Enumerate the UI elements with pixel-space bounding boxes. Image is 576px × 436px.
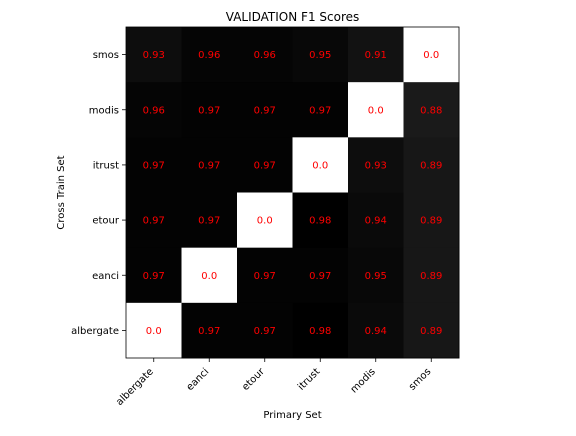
heatmap-cell-etour-smos xyxy=(403,192,460,249)
cell-value-label: 0.89 xyxy=(420,326,442,337)
heatmap-cell-etour-itrust xyxy=(292,192,349,249)
heatmap-cell-smos-albergate xyxy=(126,27,182,83)
heatmap-cells xyxy=(126,27,460,359)
heatmap-cell-albergate-etour xyxy=(237,302,293,359)
heatmap-cell-itrust-etour xyxy=(237,137,293,193)
cell-value-label: 0.93 xyxy=(365,160,387,171)
heatmap-cell-modis-eanci xyxy=(181,82,238,138)
cell-value-label: 0.94 xyxy=(365,216,387,227)
heatmap-cell-modis-smos xyxy=(403,82,460,138)
heatmap-cell-itrust-eanci xyxy=(181,137,238,193)
x-axis-ticks: albergate eanci etour itrust modis smos xyxy=(114,358,433,408)
heatmap-cell-modis-itrust xyxy=(292,82,349,138)
cell-value-label: 0.93 xyxy=(143,50,165,61)
x-axis-label: Primary Set xyxy=(263,410,321,421)
x-tick-label-modis: modis xyxy=(349,366,378,395)
heatmap-cell-modis-modis xyxy=(348,82,404,138)
cell-value-label: 0.98 xyxy=(309,326,331,337)
y-tick-label-itrust: itrust xyxy=(93,160,119,171)
heatmap-cell-eanci-albergate xyxy=(126,247,182,304)
cell-value-label: 0.98 xyxy=(309,216,331,227)
cell-value-label: 0.97 xyxy=(198,216,220,227)
heatmap-cell-modis-etour xyxy=(237,82,293,138)
heatmap-cell-eanci-etour xyxy=(237,247,293,304)
cell-value-label: 0.97 xyxy=(309,271,331,282)
cell-value-label: 0.95 xyxy=(309,50,331,61)
heatmap-cell-albergate-albergate xyxy=(126,302,182,359)
y-tick-label-smos: smos xyxy=(93,50,119,61)
cell-value-label: 0.97 xyxy=(143,160,165,171)
cell-value-label: 0.89 xyxy=(420,271,442,282)
cell-value-label: 0.97 xyxy=(198,160,220,171)
heatmap-cell-etour-eanci xyxy=(181,192,238,249)
x-tick-label-albergate: albergate xyxy=(114,366,156,408)
cell-value-label: 0.97 xyxy=(254,160,276,171)
x-tick-label-eanci: eanci xyxy=(185,366,212,393)
cell-value-label: 0.0 xyxy=(368,105,384,116)
cell-value-label: 0.0 xyxy=(312,160,328,171)
heatmap-cell-albergate-modis xyxy=(348,302,404,359)
cell-value-label: 0.97 xyxy=(198,105,220,116)
cell-value-labels: 0.93 0.96 0.96 0.95 0.91 0.0 0.96 0.97 0.97 0.97 0… xyxy=(143,50,443,337)
cell-value-label: 0.97 xyxy=(309,105,331,116)
cell-value-label: 0.0 xyxy=(257,216,273,227)
y-tick-label-modis: modis xyxy=(89,105,119,116)
heatmap-cell-albergate-itrust xyxy=(292,302,349,359)
cell-value-label: 0.0 xyxy=(201,271,217,282)
cell-value-label: 0.96 xyxy=(254,50,276,61)
cell-value-label: 0.97 xyxy=(254,271,276,282)
heatmap-cell-eanci-eanci xyxy=(181,247,238,304)
x-tick-label-itrust: itrust xyxy=(296,366,322,392)
heatmap-cell-smos-eanci xyxy=(181,27,238,83)
cell-value-label: 0.97 xyxy=(143,216,165,227)
heatmap-cell-eanci-smos xyxy=(403,247,460,304)
heatmap-cell-albergate-smos xyxy=(403,302,460,359)
cell-value-label: 0.97 xyxy=(143,271,165,282)
cell-value-label: 0.97 xyxy=(254,326,276,337)
cell-value-label: 0.95 xyxy=(365,271,387,282)
heatmap-cell-etour-albergate xyxy=(126,192,182,249)
heatmap-cell-itrust-smos xyxy=(403,137,460,193)
cell-value-label: 0.89 xyxy=(420,216,442,227)
y-axis-ticks: smos modis itrust etour eanci albergate xyxy=(71,50,126,337)
chart-title: VALIDATION F1 Scores xyxy=(226,10,360,24)
cell-value-label: 0.0 xyxy=(423,50,439,61)
plot-frame xyxy=(125,26,460,359)
y-axis-label: Cross Train Set xyxy=(56,155,67,229)
cell-value-label: 0.88 xyxy=(420,105,442,116)
heatmap-cell-modis-albergate xyxy=(126,82,182,138)
cell-value-label: 0.96 xyxy=(198,50,220,61)
heatmap-cell-smos-etour xyxy=(237,27,293,83)
heatmap-cell-etour-modis xyxy=(348,192,404,249)
cell-value-label: 0.89 xyxy=(420,160,442,171)
heatmap-cell-itrust-modis xyxy=(348,137,404,193)
cell-value-label: 0.94 xyxy=(365,326,387,337)
heatmap-cell-smos-itrust xyxy=(292,27,349,83)
cell-value-label: 0.97 xyxy=(254,105,276,116)
heatmap-cell-smos-modis xyxy=(348,27,404,83)
cell-value-label: 0.0 xyxy=(146,326,162,337)
x-tick-label-etour: etour xyxy=(240,366,267,393)
heatmap-cell-albergate-eanci xyxy=(181,302,238,359)
y-tick-label-eanci: eanci xyxy=(92,271,119,282)
cell-value-label: 0.91 xyxy=(365,50,387,61)
heatmap-cell-eanci-itrust xyxy=(292,247,349,304)
heatmap-cell-etour-etour xyxy=(237,192,293,249)
heatmap-cell-itrust-itrust xyxy=(292,137,349,193)
heatmap-cell-itrust-albergate xyxy=(126,137,182,193)
cell-value-label: 0.97 xyxy=(198,326,220,337)
heatmap-cell-smos-smos xyxy=(403,27,460,83)
cell-value-label: 0.96 xyxy=(143,105,165,116)
y-tick-label-etour: etour xyxy=(92,216,120,227)
y-tick-label-albergate: albergate xyxy=(71,326,119,337)
x-tick-label-smos: smos xyxy=(407,366,433,392)
heatmap-cell-eanci-modis xyxy=(348,247,404,304)
